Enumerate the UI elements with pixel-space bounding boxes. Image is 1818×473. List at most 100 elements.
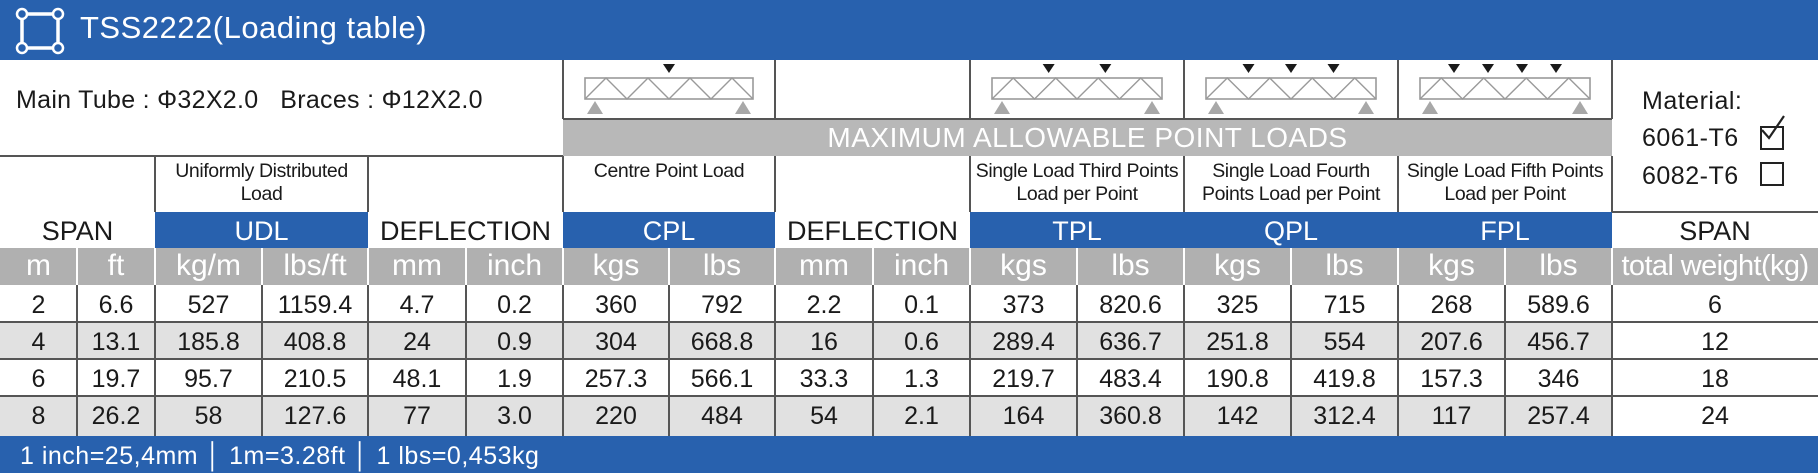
table-cell: 304 (595, 328, 637, 356)
grid-line (1611, 248, 1613, 285)
table-cell: 2.1 (904, 402, 939, 430)
table-cell: 0.1 (904, 291, 939, 319)
table-cell: 668.8 (690, 328, 754, 356)
table-cell: 715 (1323, 291, 1366, 319)
table-cell: 185.8 (177, 328, 240, 356)
table-cell: 566.1 (690, 365, 754, 393)
table-cell: 157.3 (1420, 365, 1483, 393)
table-cell: 4 (31, 328, 46, 356)
unit-cell: kgs (1214, 249, 1261, 282)
checkmark-icon (1761, 115, 1785, 140)
unit-cell: kgs (592, 249, 640, 282)
table-cell: 257.4 (1527, 402, 1590, 430)
material-name: 6082-T6 (1642, 162, 1739, 190)
fpl-header: FPL (1480, 216, 1530, 246)
table-cell: 456.7 (1527, 328, 1590, 356)
grid-line (774, 60, 776, 119)
unit-cell: inch (486, 249, 543, 282)
table-cell: 1.3 (904, 365, 939, 393)
table-cell: 360.8 (1099, 402, 1162, 430)
table-cell: 127.6 (283, 402, 347, 430)
table-cell: 2 (31, 291, 46, 319)
table-cell: 4.7 (399, 291, 435, 319)
table-cell: 58 (194, 402, 223, 430)
table-cell: 0.6 (904, 328, 939, 356)
table-cell: 527 (187, 291, 230, 319)
grid-line (1290, 285, 1292, 436)
fifth-points-load-diagram (1419, 64, 1591, 114)
grid-line (872, 248, 874, 285)
table-cell: 142 (1216, 402, 1259, 430)
row-band (0, 396, 1612, 436)
grid-line (261, 285, 263, 436)
grid-line (154, 248, 156, 285)
grid-line (774, 285, 776, 436)
table-cell: 554 (1323, 328, 1366, 356)
table-cell: 360 (595, 291, 637, 319)
unit-cell: kgs (1428, 249, 1475, 282)
table-cell: 636.7 (1099, 328, 1162, 356)
unit-cell: lbs (702, 249, 742, 282)
table-cell: 117 (1431, 402, 1472, 430)
span-weight-header: SPAN (1679, 216, 1751, 246)
table-cell: 1.9 (497, 365, 532, 393)
table-cell: 289.4 (992, 328, 1055, 356)
material-option-6082: 6082-T6 (1642, 162, 1739, 191)
table-cell: 210.5 (283, 365, 347, 393)
grid-line (261, 248, 263, 285)
unit-cell: m (26, 249, 51, 282)
table-cell: 95.7 (184, 365, 233, 393)
qpl-description: Single Load Fourth Points Load per Point (1201, 160, 1381, 205)
material-label: Material: (1642, 87, 1743, 115)
table-cell: 820.6 (1099, 291, 1162, 319)
grid-line (1504, 285, 1506, 436)
material-option-6061: 6061-T6 (1642, 124, 1739, 153)
max-loads-band (563, 119, 1612, 156)
table-cell: 483.4 (1099, 365, 1162, 393)
centre-point-load-diagram (584, 64, 754, 114)
grid-line (1504, 248, 1506, 285)
unit-cell: lbs (1325, 249, 1364, 282)
tpl-description: Single Load Third Points Load per Point (975, 160, 1179, 205)
unit-cell: inch (893, 249, 950, 282)
unit-cell: mm (392, 249, 442, 282)
table-cell: 8 (31, 402, 46, 430)
title-bar (0, 0, 1818, 60)
table-cell: 13.1 (91, 328, 141, 356)
table-cell: 408.8 (283, 328, 347, 356)
point-loads-header-band (970, 212, 1612, 248)
grid-line (465, 285, 467, 436)
unit-cell: lbs (1539, 249, 1578, 282)
units-row (0, 248, 1818, 285)
table-cell: 164 (1002, 402, 1045, 430)
table-cell: 16 (810, 328, 838, 356)
table-cell: 54 (810, 402, 838, 430)
table-cell: 346 (1537, 365, 1580, 393)
table-cell: 6 (31, 365, 46, 393)
grid-line (562, 156, 564, 212)
unit-cell: ft (107, 249, 125, 282)
fourth-points-load-diagram (1205, 64, 1377, 114)
page-title: TSS2222(Loading table) (80, 10, 428, 45)
table-cell: 2.2 (806, 291, 842, 319)
grid-line (1611, 60, 1613, 119)
fpl-description: Single Load Fifth Points Load per Point (1406, 160, 1604, 205)
grid-line (367, 248, 369, 285)
grid-line (76, 248, 78, 285)
third-points-load-diagram (991, 64, 1163, 114)
checkbox-6061[interactable] (1760, 115, 1785, 150)
footer-bar (0, 436, 1818, 473)
table-cell: 26.2 (91, 402, 141, 430)
conversion-footer: 1 inch=25,4mm │ 1m=3.28ft │ 1 lbs=0,453k… (20, 442, 540, 470)
grid-line (0, 395, 1818, 397)
table-cell: 3.0 (497, 402, 532, 430)
cpl-header: CPL (642, 216, 696, 246)
grid-line (774, 248, 776, 285)
grid-line (0, 155, 563, 157)
checkbox-6082[interactable] (1760, 162, 1784, 186)
grid-line (872, 285, 874, 436)
row-band (0, 322, 1612, 359)
grid-line (563, 118, 1612, 120)
cpl-description: Centre Point Load (593, 160, 745, 182)
table-cell: 251.8 (1206, 328, 1269, 356)
